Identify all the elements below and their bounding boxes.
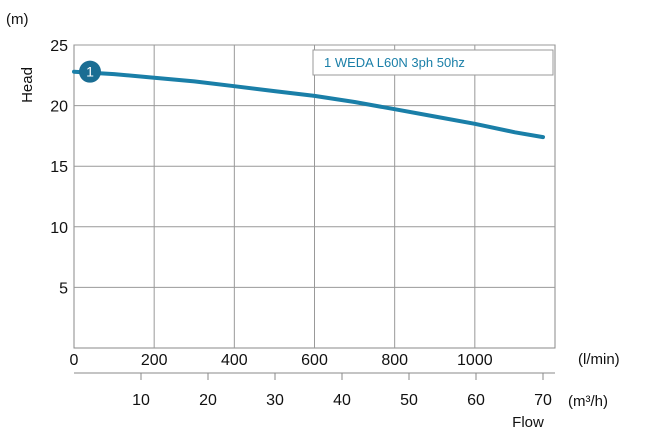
chart-axes: 5 10 15 20 25 0 200 400 600 800 1000 10 20 30 40 50 60 70: [50, 38, 555, 409]
series-point: [232, 84, 236, 88]
y-tick-label: 15: [50, 159, 68, 176]
x-unit-secondary-label: (m³/h): [568, 393, 608, 410]
series-point: [513, 130, 517, 134]
x2-tick-label: 10: [132, 392, 150, 409]
y-unit-label: (m): [6, 11, 29, 28]
x2-tick-label: 70: [534, 392, 552, 409]
x2-tick-label: 50: [400, 392, 418, 409]
chart-series: 1: [72, 60, 545, 140]
series-point: [192, 79, 196, 83]
series-point: [112, 72, 116, 76]
series-point: [152, 76, 156, 80]
legend-label: 1 WEDA L60N 3ph 50hz: [324, 55, 465, 70]
x-tick-label: 800: [381, 352, 408, 369]
series-point: [473, 122, 477, 126]
chart-grid: [73, 44, 556, 349]
x-tick-label: 600: [301, 352, 328, 369]
series-point: [313, 94, 316, 98]
y-tick-label: 20: [50, 99, 68, 116]
series-point: [272, 89, 276, 93]
series-point: [541, 135, 545, 139]
x2-tick-label: 20: [199, 392, 217, 409]
series-point: [72, 70, 76, 74]
chart-legend: 1 WEDA L60N 3ph 50hz: [312, 49, 554, 76]
y-axis-title: Head: [19, 67, 36, 103]
y-tick-label: 25: [50, 38, 68, 55]
series-point: [353, 100, 357, 104]
x-tick-label: 0: [70, 352, 79, 369]
x-unit-primary-label: (l/min): [578, 351, 620, 368]
x2-tick-label: 30: [266, 392, 284, 409]
y-tick-label: 5: [59, 280, 68, 297]
series-line: [72, 69, 545, 140]
x-tick-label: 200: [141, 352, 168, 369]
y-tick-label: 10: [50, 220, 68, 237]
series-point: [393, 107, 397, 111]
x2-tick-label: 60: [467, 392, 485, 409]
x2-tick-label: 40: [333, 392, 351, 409]
x-axis-title: Flow: [512, 414, 544, 430]
series-point: [433, 115, 437, 119]
series-marker-label: 1: [86, 64, 94, 80]
series-marker: [79, 60, 101, 83]
x-tick-label: 400: [221, 352, 248, 369]
x-tick-label: 1000: [457, 352, 493, 369]
legend-box: [312, 49, 554, 76]
